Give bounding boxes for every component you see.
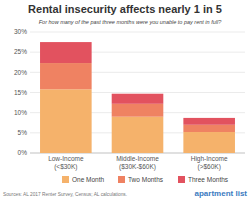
legend-swatch xyxy=(118,176,125,183)
x-tick-line: Low-Income xyxy=(48,155,84,162)
y-tick-label: 25% xyxy=(14,48,27,55)
legend-swatch xyxy=(62,176,69,183)
bar-segment xyxy=(183,118,235,125)
legend-swatch xyxy=(178,176,185,183)
x-tick-label: Low-Income(<$30K) xyxy=(48,155,84,171)
bar-segment xyxy=(112,104,164,117)
y-tick-label: 20% xyxy=(14,69,27,76)
y-tick-label: 15% xyxy=(14,89,27,96)
x-tick-line: ($30K-$60K) xyxy=(119,163,156,171)
bar-segment xyxy=(40,89,92,153)
y-tick-label: 0% xyxy=(18,149,28,156)
chart: Rental insecurity affects nearly 1 in 5 F… xyxy=(0,0,250,200)
y-tick-label: 30% xyxy=(14,28,27,35)
x-tick-line: (<$30K) xyxy=(54,163,77,171)
legend-label: Three Months xyxy=(188,176,229,183)
x-tick-label: High-Income(>$60K) xyxy=(191,155,228,171)
source: Sources: AL 2017 Renter Survey, Census; … xyxy=(3,192,127,197)
y-tick-label: 5% xyxy=(18,129,28,136)
bar-segment xyxy=(112,117,164,153)
grid xyxy=(30,32,245,153)
bar-segment xyxy=(112,94,164,104)
bars xyxy=(40,42,235,153)
legend-label: Two Months xyxy=(128,176,164,183)
x-tick-label: Middle-Income($30K-$60K) xyxy=(116,155,159,171)
bar-segment xyxy=(183,125,235,132)
x-tick-line: (>$60K) xyxy=(198,163,221,171)
title: Rental insecurity affects nearly 1 in 5 xyxy=(28,3,222,15)
bar-segment xyxy=(40,63,92,89)
x-tick-line: Middle-Income xyxy=(116,155,159,162)
y-tick-label: 10% xyxy=(14,109,27,116)
bar-segment xyxy=(40,42,92,63)
legend-label: One Month xyxy=(72,176,105,183)
bar-segment xyxy=(183,132,235,153)
subtitle: For how many of the past three months we… xyxy=(39,19,222,25)
logo: apartment list xyxy=(195,189,248,198)
grid-line xyxy=(30,32,245,33)
